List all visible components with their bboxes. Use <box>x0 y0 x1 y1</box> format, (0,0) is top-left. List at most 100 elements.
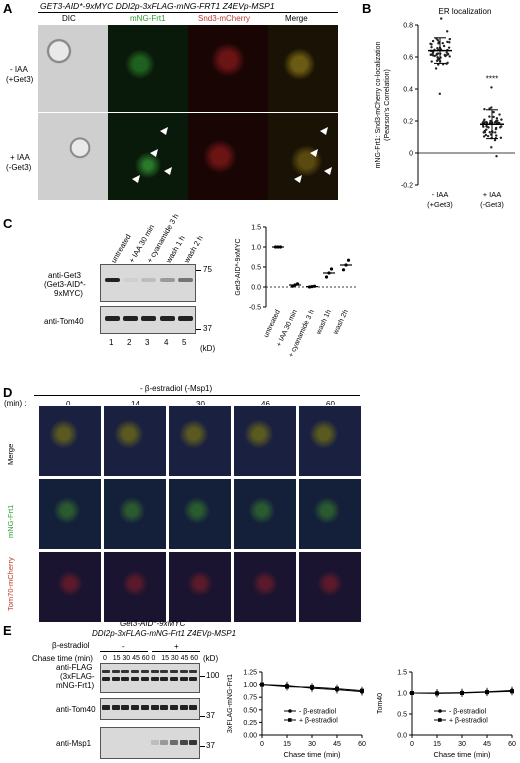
panel-d-row-label: Merge <box>6 443 15 465</box>
panel-e-chart1-data-point <box>360 688 364 693</box>
panel-e-chart1-y-tick-label: 0.50 <box>243 707 257 714</box>
panel-b-data-point <box>431 52 434 55</box>
panel-d-micrograph <box>168 405 232 477</box>
panel-c-band-tom40 <box>178 316 193 321</box>
panel-a-row2-label-1: + IAA <box>10 153 30 162</box>
panel-e-chart2-data-point <box>510 689 514 694</box>
panel-e-chart2-legend-marker <box>438 709 442 713</box>
panel-e-chart2-x-tick-label: 60 <box>508 741 516 748</box>
panel-e-band-tom40 <box>111 705 120 710</box>
panel-b-data-point <box>434 67 438 70</box>
panel-b-category-label: - IAA <box>432 190 449 199</box>
panel-c-band-tom40 <box>123 316 138 321</box>
panel-b-y-tick-label: 0.8 <box>403 23 413 30</box>
panel-e-estradiol-minus: - <box>122 642 125 651</box>
panel-a-genotype-rule <box>38 12 338 13</box>
panel-e-chart2-data-point <box>435 691 439 696</box>
panel-e-chart2-y-tick-label: 0.5 <box>397 712 407 719</box>
micrograph-mng-plus-iaa <box>108 113 188 200</box>
panel-b-data-point <box>495 134 498 137</box>
panel-d-row-label: Tom70-mCherry <box>6 557 15 611</box>
panel-b-data-point <box>493 121 497 124</box>
panel-b-data-point <box>446 61 449 65</box>
micrograph-merge-plus-iaa <box>268 113 338 200</box>
panel-c-mw-tick-lower <box>196 329 201 330</box>
panel-b-data-point <box>493 138 497 142</box>
panel-d-time-unit: (min) : <box>4 399 27 408</box>
panel-e-band-flag <box>102 670 110 673</box>
panel-d-timepoint: 46 <box>261 400 270 409</box>
panel-e-chart-tom40: 1.5 1.0 0.5 0.00 15 30 45 60 Chase time (min) Tom… <box>377 670 516 760</box>
panel-e-band-flag <box>131 677 140 681</box>
panel-e-chart1-x-tick-label: 15 <box>283 741 291 748</box>
panel-b-data-point <box>492 115 495 119</box>
panel-d-micrograph <box>103 551 167 623</box>
panel-d-micrograph <box>298 551 362 623</box>
panel-d-label: D <box>3 385 13 400</box>
panel-e-chart1-y-tick-label: 0.75 <box>243 695 257 702</box>
panel-d-condition: - β-estradiol (-Msp1) <box>140 384 213 393</box>
panel-e-band-tom40 <box>179 705 188 710</box>
panel-b-category-label: + IAA <box>483 190 502 199</box>
panel-c-lane-number: 5 <box>182 338 187 347</box>
panel-e-plus-rule <box>152 651 200 652</box>
panel-e-blot1-label-2: (3xFLAG- <box>60 672 95 681</box>
micrograph-merge-minus-iaa <box>268 25 338 112</box>
panel-c-blot2-label: anti-Tom40 <box>44 317 84 326</box>
panel-e-chart2-xlabel: Chase time (min) <box>433 750 491 759</box>
panel-e-chart1-ylabel-group: 3xFLAG-mNG-Frt1 <box>227 674 234 733</box>
panel-e-mw-37a: 37 <box>206 711 215 720</box>
arrowhead-icon <box>164 167 172 175</box>
panel-d-micrograph <box>103 478 167 550</box>
panel-d-micrograph <box>38 478 102 550</box>
panel-b-category-label: (-Get3) <box>480 200 504 209</box>
panel-a-col-snd3: Snd3-mCherry <box>198 14 251 23</box>
panel-e-chart2-legend-label: - β-estradiol <box>449 709 487 716</box>
panel-c-band-get3 <box>123 278 138 282</box>
panel-b-data-point <box>499 136 503 140</box>
panel-b-y-tick-label: 0.4 <box>403 87 413 94</box>
panel-e-band-tom40 <box>150 705 159 710</box>
panel-a-col-dic: DIC <box>62 14 76 23</box>
panel-c-lane-number: 2 <box>127 338 132 347</box>
panel-b-data-point <box>492 110 495 114</box>
panel-b-data-point <box>438 92 442 96</box>
panel-e-band-msp1 <box>150 740 159 745</box>
panel-d-timepoint: 0 <box>66 400 70 409</box>
panel-e-band-flag <box>150 677 159 681</box>
panel-b-data-point <box>495 117 499 120</box>
panel-a-label: A <box>3 1 13 16</box>
panel-b-data-point <box>485 128 488 131</box>
panel-e-chart2-ylabel-group: Tom40 <box>377 693 384 714</box>
panel-b-data-point <box>490 106 493 109</box>
panel-e-chart1-ylabel: 3xFLAG-mNG-Frt1 <box>227 674 234 733</box>
panel-b-data-point <box>498 113 501 116</box>
panel-c-band-get3 <box>105 278 120 282</box>
panel-b-data-point <box>481 121 485 124</box>
panel-b-data-point <box>494 127 498 131</box>
panel-e-mw-tick-100 <box>200 676 205 677</box>
panel-c-y-tick-label: 1.0 <box>251 245 261 252</box>
panel-b-data-point <box>446 30 449 33</box>
panel-a-row2-label-2: (-Get3) <box>6 163 32 172</box>
panel-d-micrograph <box>233 551 297 623</box>
arrowhead-icon <box>160 127 168 135</box>
panel-d-condition-rule <box>34 395 360 396</box>
panel-b-y-tick-label: 0 <box>409 151 413 158</box>
panel-e-band-flag <box>160 670 169 673</box>
panel-a-row1-label-1: - IAA <box>10 65 28 74</box>
panel-d-micrograph <box>103 405 167 477</box>
panel-c-ylabel: Get3-AID*-9xMYC <box>235 238 242 295</box>
panel-e-band-tom40 <box>102 705 110 710</box>
panel-e-band-flag <box>150 670 159 673</box>
arrowhead-icon <box>310 149 318 157</box>
panel-c-data-point <box>341 268 346 272</box>
panel-d-micrograph <box>298 478 362 550</box>
panel-b-data-point <box>500 118 503 121</box>
panel-b-data-point <box>446 52 450 56</box>
panel-e-label: E <box>3 623 12 638</box>
panel-c-data-point <box>329 267 334 271</box>
panel-e-chart1-x-tick-label: 30 <box>308 741 316 748</box>
panel-e-band-flag <box>179 677 188 681</box>
arrowhead-icon <box>294 175 302 183</box>
